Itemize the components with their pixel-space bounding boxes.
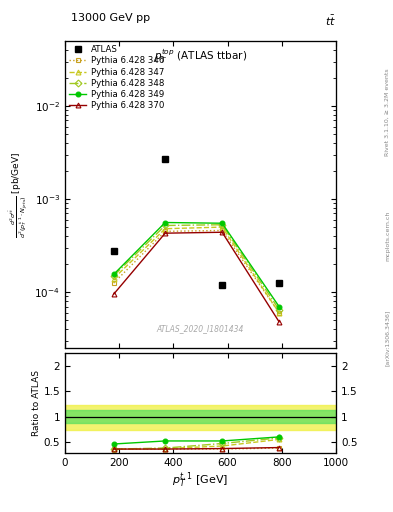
Text: mcplots.cern.ch: mcplots.cern.ch (385, 210, 390, 261)
Text: Rivet 3.1.10, ≥ 3.2M events: Rivet 3.1.10, ≥ 3.2M events (385, 69, 390, 157)
Line: Pythia 6.428 370: Pythia 6.428 370 (111, 230, 281, 324)
ATLAS (220, 282, 224, 288)
Pythia 6.428 370 (277, 319, 281, 325)
ATLAS (111, 247, 116, 253)
Text: t$\bar{t}$: t$\bar{t}$ (325, 13, 336, 28)
Text: ATLAS_2020_I1801434: ATLAS_2020_I1801434 (157, 324, 244, 333)
Line: Pythia 6.428 349: Pythia 6.428 349 (111, 220, 281, 309)
Pythia 6.428 348 (111, 273, 116, 279)
Pythia 6.428 349 (111, 271, 116, 278)
X-axis label: $p_T^{t,1}$ [GeV]: $p_T^{t,1}$ [GeV] (172, 471, 229, 491)
Bar (65, 410, 336, 423)
ATLAS (277, 280, 281, 286)
ATLAS (163, 156, 167, 162)
Pythia 6.428 349 (163, 220, 167, 226)
Pythia 6.428 370 (111, 291, 116, 297)
Pythia 6.428 346 (163, 228, 167, 234)
Pythia 6.428 347 (220, 224, 224, 230)
Pythia 6.428 349 (277, 304, 281, 310)
Pythia 6.428 347 (277, 310, 281, 316)
Pythia 6.428 347 (163, 226, 167, 232)
Line: ATLAS: ATLAS (110, 156, 283, 288)
Pythia 6.428 348 (163, 222, 167, 228)
Y-axis label: $\frac{d^2\sigma^{t\bar{t}}}{d^2(p_T^{t,1}\cdot N_{jets})}$ [pb/GeV]: $\frac{d^2\sigma^{t\bar{t}}}{d^2(p_T^{t,… (8, 152, 30, 238)
Legend: ATLAS, Pythia 6.428 346, Pythia 6.428 347, Pythia 6.428 348, Pythia 6.428 349, P: ATLAS, Pythia 6.428 346, Pythia 6.428 34… (68, 44, 166, 112)
Bar (65, 406, 336, 430)
Line: Pythia 6.428 347: Pythia 6.428 347 (111, 225, 281, 315)
Line: Pythia 6.428 346: Pythia 6.428 346 (111, 228, 281, 315)
Text: [arXiv:1306.3436]: [arXiv:1306.3436] (385, 310, 390, 366)
Pythia 6.428 348 (277, 307, 281, 313)
Pythia 6.428 346 (277, 310, 281, 316)
Pythia 6.428 370 (220, 229, 224, 236)
Pythia 6.428 349 (220, 220, 224, 226)
Pythia 6.428 346 (220, 227, 224, 233)
Text: 13000 GeV pp: 13000 GeV pp (71, 13, 150, 24)
Y-axis label: Ratio to ATLAS: Ratio to ATLAS (31, 370, 40, 436)
Pythia 6.428 346 (111, 280, 116, 286)
Line: Pythia 6.428 348: Pythia 6.428 348 (111, 222, 281, 312)
Pythia 6.428 348 (220, 222, 224, 228)
Text: $p_T^{top}$ (ATLAS ttbar): $p_T^{top}$ (ATLAS ttbar) (154, 47, 247, 65)
Pythia 6.428 347 (111, 275, 116, 282)
Pythia 6.428 370 (163, 230, 167, 236)
